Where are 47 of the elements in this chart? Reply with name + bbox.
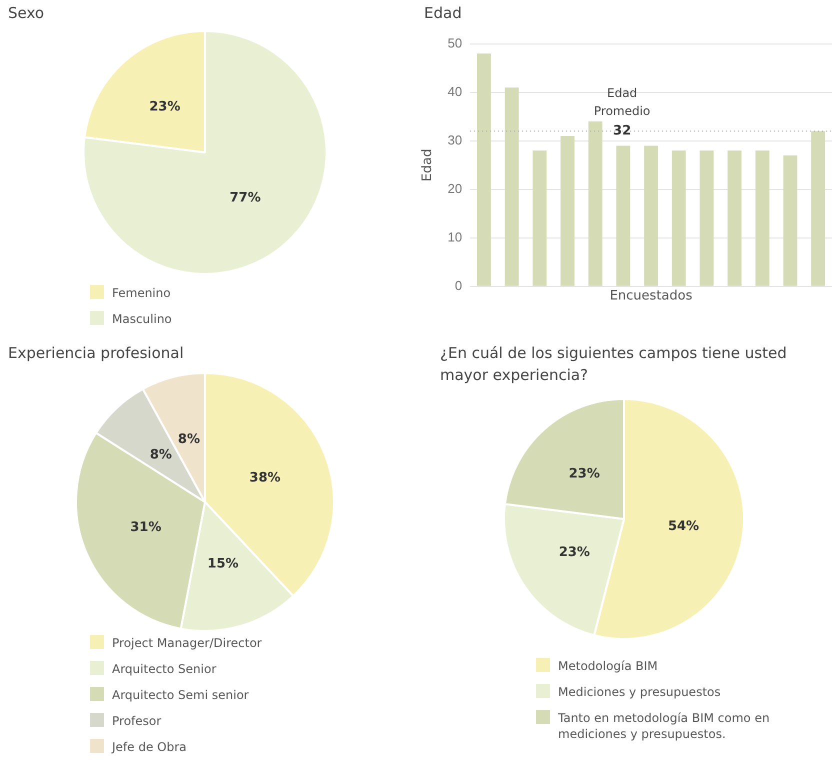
- bar: [811, 131, 826, 286]
- y-tick-label: 10: [448, 229, 462, 244]
- bar: [755, 150, 770, 286]
- bar: [728, 150, 742, 286]
- chart-title: Sexo: [8, 3, 46, 24]
- data-label: 23%: [149, 99, 180, 114]
- data-label: 54%: [668, 518, 700, 534]
- y-tick-label: 30: [448, 132, 462, 148]
- legend-label: Project Manager/Director: [112, 635, 262, 651]
- data-label: 8%: [178, 432, 200, 447]
- bar: [560, 136, 574, 286]
- ref-line-label: Edad Promedio: [594, 86, 650, 118]
- data-label: 38%: [249, 470, 281, 486]
- legend-label: Masculino: [112, 311, 172, 327]
- legend-label: Jefe de Obra: [112, 739, 187, 755]
- legend-label: Metodología BIM: [558, 658, 658, 674]
- y-tick-label: 50: [448, 35, 462, 50]
- bar: [644, 146, 658, 286]
- y-tick-label: 40: [448, 84, 462, 99]
- annotation: 32: [613, 124, 632, 139]
- x-axis-title: Encuestados: [610, 288, 693, 304]
- y-axis-title: Edad: [420, 148, 436, 182]
- data-label: 23%: [568, 466, 600, 482]
- bar: [700, 150, 714, 286]
- y-tick-label: 20: [448, 180, 462, 196]
- bar: [588, 121, 602, 286]
- y-tick-label: 0: [454, 278, 462, 293]
- bar: [532, 150, 547, 286]
- data-label: 15%: [207, 556, 239, 572]
- bar: [783, 155, 798, 286]
- legend-label: Arquitecto Semi senior: [112, 687, 249, 703]
- bar: [477, 54, 491, 286]
- chart-title: ¿En cuál de los siguientes campos tiene usted mayor experiencia?: [440, 343, 788, 386]
- data-label: 77%: [230, 190, 261, 206]
- legend-label: Arquitecto Senior: [112, 661, 216, 677]
- legend-label: Femenino: [112, 285, 171, 301]
- bar: [504, 87, 519, 286]
- chart-title: Experiencia profesional: [8, 343, 185, 364]
- bar: [672, 150, 686, 286]
- bar: [616, 146, 630, 286]
- legend-label: Mediciones y presupuestos: [558, 684, 721, 700]
- data-label: 23%: [558, 545, 590, 560]
- legend-label: Profesor: [112, 713, 162, 729]
- data-label: 31%: [130, 520, 162, 535]
- data-label: 8%: [150, 447, 172, 462]
- chart-title: Edad: [424, 3, 463, 24]
- legend-label: Tanto en metodología BIM como en mediciones y presupuestos.: [558, 710, 771, 742]
